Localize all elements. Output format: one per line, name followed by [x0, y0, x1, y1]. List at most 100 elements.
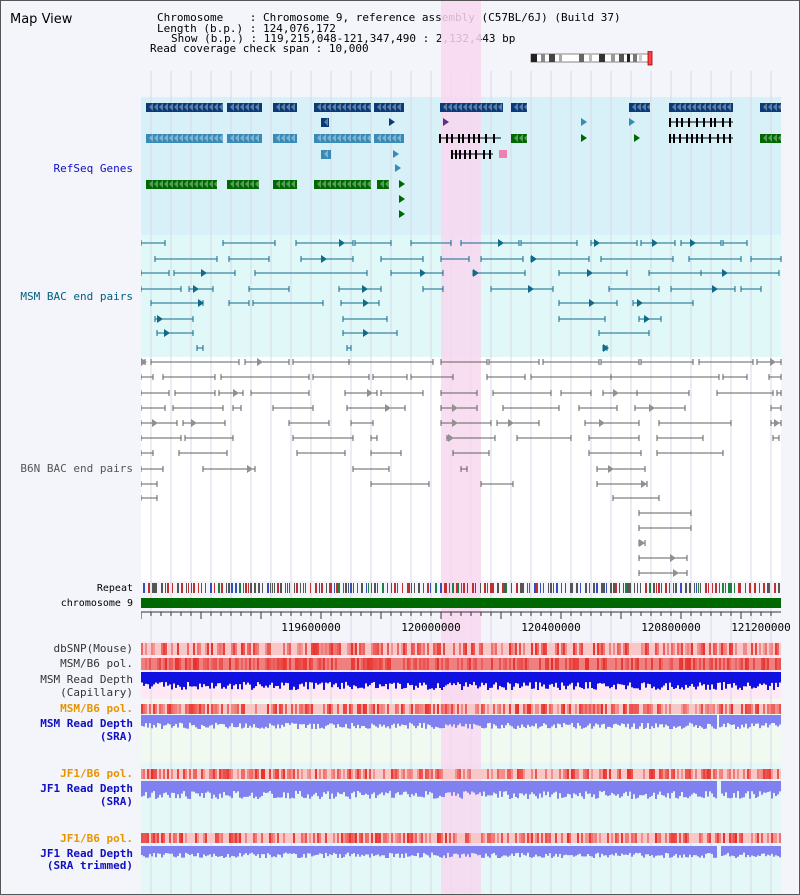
gene-marker[interactable]: [637, 299, 643, 307]
refseq-gene[interactable]: [511, 103, 527, 112]
refseq-gene[interactable]: [440, 103, 503, 112]
gene-marker[interactable]: [395, 164, 401, 172]
selected-region-highlight[interactable]: [441, 1, 481, 894]
refseq-gene[interactable]: [374, 103, 404, 112]
gene-marker[interactable]: [649, 404, 655, 412]
gene-marker[interactable]: [774, 419, 780, 427]
gene-marker[interactable]: [599, 419, 605, 427]
gene-marker[interactable]: [531, 255, 537, 263]
msm-bac-track-label[interactable]: MSM BAC end pairs: [20, 290, 133, 303]
gene-marker[interactable]: [448, 434, 454, 442]
gene-marker[interactable]: [528, 285, 534, 293]
genome-browser-canvas[interactable]: 119600000 120000000 120400000 120800000 1212…: [141, 1, 798, 894]
lower-track-label[interactable]: JF1 Read Depth: [40, 847, 133, 860]
gene-marker[interactable]: [443, 118, 449, 126]
refseq-gene[interactable]: [146, 103, 223, 112]
refseq-gene[interactable]: [511, 134, 527, 143]
refseq-gene[interactable]: [146, 180, 217, 189]
refseq-gene[interactable]: [499, 150, 507, 158]
refseq-gene[interactable]: [227, 180, 259, 189]
gene-marker[interactable]: [321, 255, 327, 263]
refseq-gene[interactable]: [321, 150, 331, 159]
chromosome-bar[interactable]: [141, 598, 781, 608]
gene-marker[interactable]: [498, 239, 504, 247]
refseq-gene[interactable]: [314, 134, 371, 143]
refseq-gene[interactable]: [314, 180, 371, 189]
gene-marker[interactable]: [603, 344, 609, 352]
gene-marker[interactable]: [508, 419, 514, 427]
gene-marker[interactable]: [367, 389, 373, 397]
gene-marker[interactable]: [257, 358, 263, 366]
gene-marker[interactable]: [639, 539, 645, 547]
gene-marker[interactable]: [339, 239, 345, 247]
refseq-gene[interactable]: [273, 103, 297, 112]
chromosome-ideogram[interactable]: [529, 51, 657, 67]
lower-track-label[interactable]: JF1/B6 pol.: [60, 767, 133, 780]
gene-marker[interactable]: [363, 329, 369, 337]
gene-marker[interactable]: [399, 180, 405, 188]
refseq-gene[interactable]: [760, 134, 781, 143]
gene-marker[interactable]: [193, 285, 199, 293]
refseq-gene[interactable]: [629, 103, 650, 112]
lower-track-label[interactable]: MSM/B6 pol.: [60, 657, 133, 670]
gene-marker[interactable]: [670, 554, 676, 562]
gene-marker[interactable]: [581, 118, 587, 126]
gene-marker[interactable]: [389, 118, 395, 126]
gene-marker[interactable]: [385, 404, 391, 412]
gene-marker[interactable]: [141, 358, 147, 366]
jf1-b6-pol-trimmed-track[interactable]: [141, 833, 781, 843]
msm-b6-pol-sra-track[interactable]: [141, 704, 781, 714]
refseq-gene[interactable]: [314, 103, 371, 112]
refseq-gene[interactable]: [273, 180, 297, 189]
gene-marker[interactable]: [652, 239, 658, 247]
gene-marker[interactable]: [420, 269, 426, 277]
refseq-gene[interactable]: [321, 118, 329, 127]
lower-track-label[interactable]: JF1/B6 pol.: [60, 832, 133, 845]
gene-marker[interactable]: [201, 269, 207, 277]
refseq-gene[interactable]: [669, 103, 733, 112]
gene-marker[interactable]: [247, 465, 253, 473]
refseq-gene[interactable]: [227, 134, 262, 143]
gene-marker[interactable]: [362, 285, 368, 293]
gene-marker[interactable]: [399, 195, 405, 203]
lower-track-label[interactable]: JF1 Read Depth: [40, 782, 133, 795]
lower-track-label[interactable]: dbSNP(Mouse): [53, 642, 133, 655]
lower-track-label[interactable]: MSM Read Depth: [40, 673, 133, 686]
gene-marker[interactable]: [594, 239, 600, 247]
lower-track-label[interactable]: MSM Read Depth: [40, 717, 133, 730]
refseq-gene[interactable]: [146, 134, 223, 143]
gene-marker[interactable]: [673, 569, 679, 577]
gene-marker[interactable]: [191, 419, 197, 427]
b6n-bac-track-label[interactable]: B6N BAC end pairs: [20, 462, 133, 475]
ideogram-position-marker[interactable]: [647, 51, 653, 66]
gene-marker[interactable]: [581, 134, 587, 142]
gene-marker[interactable]: [452, 419, 458, 427]
gene-marker[interactable]: [589, 299, 595, 307]
gene-marker[interactable]: [629, 118, 635, 126]
gene-marker[interactable]: [613, 389, 619, 397]
refseq-track-label[interactable]: RefSeq Genes: [53, 162, 133, 175]
gene-marker[interactable]: [393, 150, 399, 158]
gene-marker[interactable]: [198, 299, 204, 307]
refseq-gene[interactable]: [273, 134, 297, 143]
gene-marker[interactable]: [722, 269, 728, 277]
gene-marker[interactable]: [770, 358, 776, 366]
lower-track-label[interactable]: MSM/B6 pol.: [60, 702, 133, 715]
gene-marker[interactable]: [473, 269, 479, 277]
gene-marker[interactable]: [399, 210, 405, 218]
refseq-gene[interactable]: [374, 134, 404, 143]
gene-marker[interactable]: [152, 419, 158, 427]
gene-marker[interactable]: [644, 315, 650, 323]
gene-marker[interactable]: [712, 285, 718, 293]
gene-marker[interactable]: [233, 389, 239, 397]
refseq-gene[interactable]: [227, 103, 262, 112]
gene-marker[interactable]: [634, 134, 640, 142]
gene-marker[interactable]: [363, 299, 369, 307]
gene-marker[interactable]: [608, 465, 614, 473]
gene-marker[interactable]: [157, 315, 163, 323]
gene-marker[interactable]: [690, 239, 696, 247]
gene-marker[interactable]: [587, 269, 593, 277]
refseq-gene[interactable]: [760, 103, 781, 112]
refseq-gene[interactable]: [377, 180, 389, 189]
gene-marker[interactable]: [452, 404, 458, 412]
